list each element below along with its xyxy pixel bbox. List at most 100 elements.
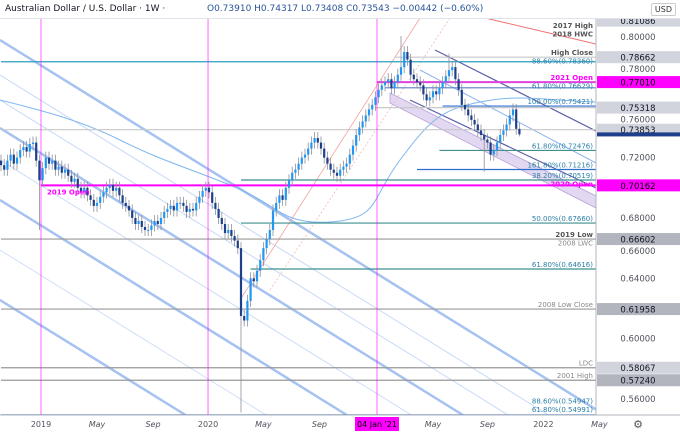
level-label: 88.60%(0.78360) <box>532 58 593 66</box>
horizontal-levels <box>1 56 596 415</box>
candle-body <box>310 142 313 149</box>
pitchfork-median-line <box>419 69 596 164</box>
time-axis[interactable]: 2019 May Sep 2020 May Sep 04 Jan '21 May Sep 2022… <box>0 414 680 434</box>
level-label: 2008 Low Close <box>538 301 593 309</box>
candle-body <box>163 211 166 218</box>
ascending-channel-line <box>269 18 451 291</box>
candle-body <box>0 160 3 166</box>
candle-body <box>409 59 412 75</box>
candle-body <box>393 82 396 89</box>
candle-body <box>271 210 275 231</box>
moving-average-line <box>0 97 596 223</box>
candle-body <box>415 79 419 83</box>
candle-body <box>111 184 115 191</box>
candle-body <box>201 190 204 197</box>
candle-body <box>121 195 124 203</box>
price-tick-label: 0.78000 <box>620 65 655 75</box>
candle-body <box>236 240 239 249</box>
trend-line-red <box>484 18 596 45</box>
channel-line <box>0 99 509 415</box>
candle-body <box>518 128 521 135</box>
candle-body <box>179 202 182 204</box>
price-box-label: 0.66602 <box>620 236 655 246</box>
symbol-title[interactable]: Australian Dollar / U.S. Dollar · 1W · <box>5 4 166 14</box>
price-box <box>597 303 680 316</box>
candle-body <box>233 236 236 241</box>
level-label: 161.80%(0.71216) <box>527 161 593 169</box>
candle-body <box>342 166 345 170</box>
candle-body <box>9 154 12 161</box>
vertical-markers <box>40 18 378 415</box>
level-label: High Close <box>551 49 593 57</box>
time-tick-label: May <box>425 420 442 429</box>
pitchfork-upper-line <box>434 49 596 132</box>
candle-body <box>57 166 60 170</box>
candle-body <box>399 67 403 75</box>
level-label: 2018 HWC <box>552 31 593 39</box>
level-label: 88.60%(0.54947) <box>532 398 593 406</box>
level-label: 50.00%(0.67660) <box>532 215 593 223</box>
candle-body <box>51 160 54 164</box>
price-box-label: 0.57240 <box>620 377 655 387</box>
candle-body <box>313 138 316 143</box>
candle-body <box>319 142 323 149</box>
price-axis[interactable]: 0.80000 0.78000 0.76000 0.72000 0.68000 0.660… <box>595 14 680 434</box>
channel-line <box>0 38 596 411</box>
candle-body <box>473 119 476 125</box>
candle-body <box>147 230 150 232</box>
candle-body <box>63 169 67 173</box>
candle-body <box>140 220 143 228</box>
candle-body <box>150 225 153 231</box>
level-label: 2019 Low <box>555 231 593 239</box>
price-tick-label: 0.76000 <box>620 116 655 126</box>
candle-body <box>460 89 463 105</box>
candle-body <box>351 145 355 155</box>
candle-body <box>483 135 486 140</box>
candle-body <box>348 154 351 164</box>
chart-header: Australian Dollar / U.S. Dollar · 1W · O… <box>0 0 680 19</box>
price-box <box>597 374 680 387</box>
candle-body <box>3 165 6 170</box>
candle-body <box>134 217 137 224</box>
candle-body <box>435 91 438 95</box>
candle-body <box>156 220 159 224</box>
settings-gear-icon[interactable]: ⚙ <box>633 418 643 431</box>
candle-body <box>25 147 28 152</box>
candle-body <box>396 74 399 83</box>
candle-body <box>431 91 435 98</box>
candle-body <box>182 202 185 206</box>
candle-body <box>198 196 201 203</box>
candle-body <box>79 187 83 193</box>
candle-body <box>425 94 428 101</box>
candle-body <box>60 166 63 173</box>
candle-body <box>470 115 473 120</box>
candle-body <box>371 104 374 110</box>
price-box <box>597 361 680 374</box>
level-label: LDC <box>579 360 593 368</box>
candle-body <box>316 138 319 143</box>
candle-body <box>303 154 307 158</box>
candle-body <box>332 169 335 173</box>
candle-body <box>166 208 169 212</box>
candle-body <box>86 187 89 196</box>
candle-body <box>383 82 387 86</box>
channel-line <box>0 74 549 415</box>
candle-body <box>511 109 515 116</box>
price-box <box>597 101 680 114</box>
time-tick-label: Sep <box>145 420 160 429</box>
currency-selector[interactable]: USD <box>650 3 676 16</box>
time-tick-label: 2019 <box>31 420 51 429</box>
price-tick-label: 0.56000 <box>620 395 655 405</box>
price-tick-label: 0.80000 <box>620 33 655 43</box>
candle-body <box>499 135 502 143</box>
candle-body <box>83 187 86 193</box>
time-tick-label: May <box>255 420 272 429</box>
time-tick-label: 2022 <box>533 420 553 429</box>
price-box <box>597 14 680 27</box>
candle-body <box>172 205 175 211</box>
candle-body <box>438 88 441 95</box>
candle-body <box>329 163 332 170</box>
level-label: 100.00%(0.75421) <box>527 98 593 106</box>
